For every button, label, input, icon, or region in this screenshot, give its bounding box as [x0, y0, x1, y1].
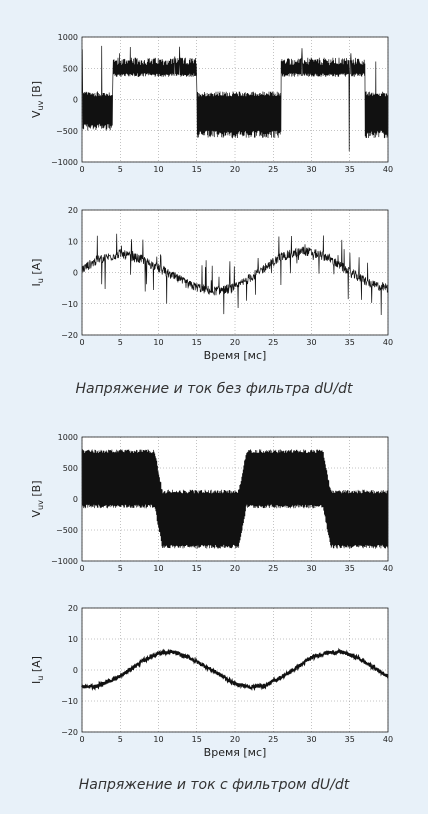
- x-tick-label: 5: [118, 165, 123, 174]
- data-line: [81, 449, 389, 549]
- x-tick-label: 40: [383, 735, 393, 744]
- y-axis-label-unit: [B]: [30, 481, 43, 501]
- x-tick-label: 20: [230, 564, 240, 573]
- x-tick-label: 15: [192, 338, 202, 347]
- x-tick-label: 10: [153, 564, 163, 573]
- y-tick-label: −1000: [51, 557, 78, 566]
- chart-2: 0 5 10 15 20 25 30 35 40 −20 −10 0 10 20 Iu [A] Время […: [30, 206, 393, 362]
- y-axis-label: Iu [A]: [30, 656, 45, 684]
- y-axis-label: Vuv [B]: [30, 81, 45, 118]
- plot-frame: [81, 209, 389, 336]
- y-tick-label: −10: [61, 300, 78, 309]
- x-tick-label: 35: [345, 338, 355, 347]
- chart-1: 0 5 10 15 20 25 30 35 40 −1000 −500 0 500 1000 Vuv [B]: [30, 33, 393, 174]
- x-tick-label: 30: [306, 165, 316, 174]
- x-tick-label: 0: [79, 338, 84, 347]
- x-tick-label: 10: [153, 735, 163, 744]
- y-axis-label-sub: u: [36, 676, 45, 681]
- x-tick-label: 20: [230, 735, 240, 744]
- plot-frame: [81, 436, 389, 562]
- y-tick-label: 10: [68, 237, 78, 246]
- y-axis-label-unit: [A]: [30, 259, 43, 279]
- x-tick-label: 40: [383, 165, 393, 174]
- data-line: [81, 45, 389, 152]
- y-tick-label: −10: [61, 697, 78, 706]
- x-tick-label: 0: [79, 735, 84, 744]
- y-tick-label: −20: [61, 728, 78, 737]
- x-tick-label: 30: [306, 338, 316, 347]
- x-tick-label: 0: [79, 165, 84, 174]
- y-tick-label: 0: [73, 269, 78, 278]
- x-axis-label: Время [мс]: [204, 349, 267, 362]
- x-tick-label: 5: [118, 338, 123, 347]
- y-tick-label: 500: [63, 64, 78, 73]
- y-tick-label: 1000: [58, 433, 78, 442]
- chart-4: 0 5 10 15 20 25 30 35 40 −20 −10 0 10 20 Iu [A] Время […: [30, 604, 393, 759]
- y-tick-label: 20: [68, 604, 78, 613]
- caption-with-filter: Напряжение и ток с фильтром dU/dt: [79, 777, 350, 793]
- data-line: [81, 233, 389, 316]
- y-tick-label: 1000: [58, 33, 78, 42]
- x-tick-label: 25: [268, 338, 278, 347]
- y-tick-label: −20: [61, 331, 78, 340]
- data-line: [81, 647, 389, 691]
- x-tick-label: 25: [268, 564, 278, 573]
- x-tick-label: 15: [192, 165, 202, 174]
- x-tick-label: 10: [153, 165, 163, 174]
- x-tick-label: 5: [118, 564, 123, 573]
- x-tick-label: 15: [192, 564, 202, 573]
- x-tick-label: 40: [383, 564, 393, 573]
- y-axis-label: Iu [A]: [30, 259, 45, 287]
- x-tick-label: 30: [306, 564, 316, 573]
- x-tick-label: 20: [230, 165, 240, 174]
- chart-3: 0 5 10 15 20 25 30 35 40 −1000 −500 0 500 1000 Vuv [B]: [30, 433, 393, 573]
- x-tick-label: 35: [345, 165, 355, 174]
- y-axis-label-sub: uv: [36, 500, 45, 510]
- x-tick-label: 5: [118, 735, 123, 744]
- x-tick-label: 40: [383, 338, 393, 347]
- x-tick-label: 20: [230, 338, 240, 347]
- x-tick-label: 30: [306, 735, 316, 744]
- y-tick-label: 500: [63, 464, 78, 473]
- x-tick-label: 35: [345, 735, 355, 744]
- caption-without-filter: Напряжение и ток без фильтра dU/dt: [76, 381, 354, 397]
- y-tick-label: 0: [73, 495, 78, 504]
- x-tick-label: 0: [79, 564, 84, 573]
- y-tick-label: −500: [56, 127, 78, 136]
- x-tick-label: 15: [192, 735, 202, 744]
- x-tick-label: 25: [268, 165, 278, 174]
- y-tick-label: 0: [73, 96, 78, 105]
- y-axis-label-main: I: [30, 681, 43, 684]
- y-axis-label: Vuv [B]: [30, 481, 45, 518]
- y-tick-label: 0: [73, 666, 78, 675]
- x-tick-label: 35: [345, 564, 355, 573]
- plot-frame: [81, 607, 389, 733]
- y-tick-label: 10: [68, 635, 78, 644]
- plot-frame: [81, 36, 389, 163]
- y-axis-label-main: I: [30, 283, 43, 286]
- x-tick-label: 25: [268, 735, 278, 744]
- y-tick-label: −1000: [51, 158, 78, 167]
- x-tick-label: 10: [153, 338, 163, 347]
- y-axis-label-unit: [B]: [30, 81, 43, 101]
- y-tick-label: −500: [56, 526, 78, 535]
- y-axis-label-sub: uv: [36, 100, 45, 110]
- y-axis-label-main: V: [30, 110, 43, 118]
- y-axis-label-main: V: [30, 509, 43, 517]
- y-axis-label-unit: [A]: [30, 656, 43, 676]
- x-axis-label: Время [мс]: [204, 746, 267, 759]
- y-tick-label: 20: [68, 206, 78, 215]
- y-axis-label-sub: u: [36, 278, 45, 283]
